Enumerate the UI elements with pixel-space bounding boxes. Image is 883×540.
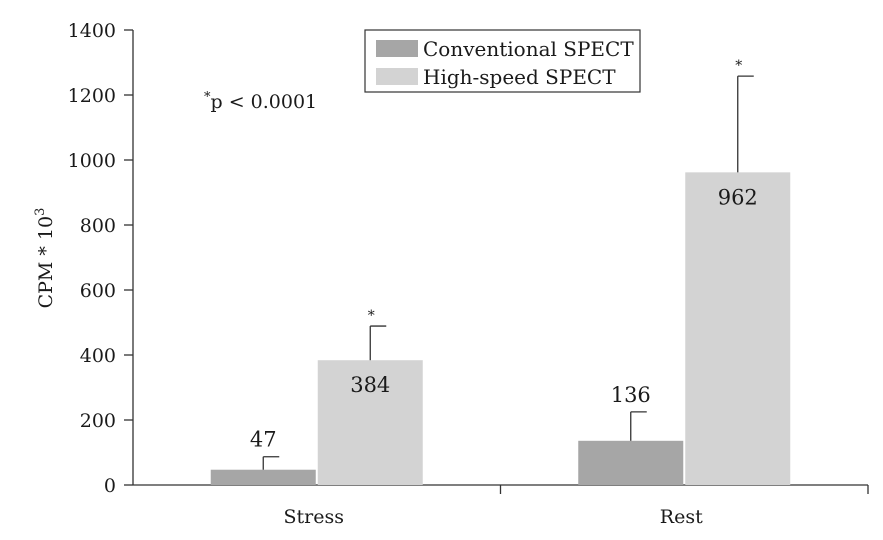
legend-swatch — [376, 40, 418, 57]
y-tick-label: 1000 — [68, 150, 116, 172]
y-tick-label: 1400 — [68, 20, 116, 42]
note-text: p < 0.0001 — [211, 91, 318, 113]
bars: 47 * 384 136 * 962 — [210, 58, 791, 485]
legend-label: Conventional SPECT — [423, 37, 634, 61]
x-category-label: Stress — [284, 506, 344, 528]
bar-value-label: 962 — [718, 185, 758, 209]
x-axis: Stress Rest — [133, 484, 869, 528]
bar-value-label: 136 — [611, 383, 651, 407]
y-tick-label: 800 — [80, 215, 116, 237]
bar-value-label: 47 — [250, 428, 277, 452]
y-tick-label: 400 — [80, 345, 116, 367]
y-axis: 0 200 400 600 800 1000 1200 1400 — [68, 20, 134, 497]
bar-value-label: 384 — [350, 373, 390, 397]
significance-note: *p < 0.0001 — [204, 90, 317, 113]
x-category-label: Rest — [660, 506, 703, 528]
y-axis-title-exponent: 3 — [33, 208, 48, 216]
y-tick-label: 600 — [80, 280, 116, 302]
y-tick-label: 200 — [80, 410, 116, 432]
svg-text:*p < 0.0001: *p < 0.0001 — [204, 90, 317, 113]
bar — [578, 440, 684, 485]
note-star: * — [204, 90, 211, 105]
legend-label: High-speed SPECT — [423, 65, 616, 89]
y-tick-label: 0 — [104, 475, 116, 497]
significance-star: * — [368, 308, 375, 324]
y-axis-title-base: CPM * 10 — [35, 216, 57, 309]
y-axis-title: CPM * 103 — [33, 208, 57, 309]
y-tick-label: 1200 — [68, 85, 116, 107]
legend: Conventional SPECT High-speed SPECT — [364, 29, 641, 93]
legend-swatch — [376, 68, 418, 85]
bar — [210, 469, 316, 485]
svg-text:CPM * 103: CPM * 103 — [33, 208, 57, 309]
bar — [317, 360, 423, 485]
significance-star: * — [735, 58, 742, 74]
bar — [685, 172, 791, 485]
